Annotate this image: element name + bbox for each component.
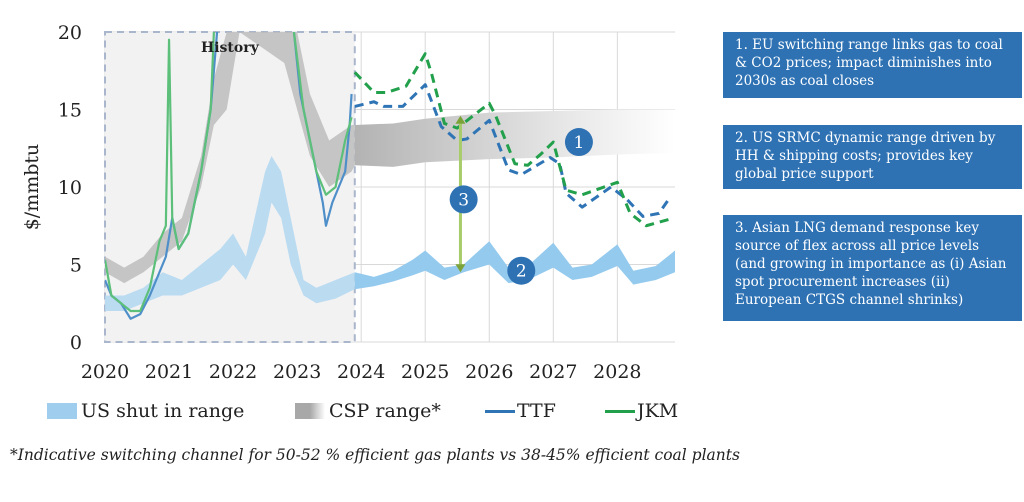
x-tick-label: 2023 (273, 361, 321, 383)
x-tick-label: 2025 (401, 361, 449, 383)
x-tick-label: 2027 (529, 361, 577, 383)
jkm-forecast-line (353, 52, 669, 228)
note-2: 2. US SRMC dynamic range driven by HH & … (723, 125, 1022, 189)
marker-3 (449, 185, 478, 214)
note-3: 3. Asian LNG demand response key source … (723, 215, 1022, 321)
y-tick-label: 0 (70, 332, 82, 354)
marker-label: 3 (458, 190, 469, 210)
note-1: 1. EU switching range links gas to coal … (723, 32, 1022, 98)
ttf-forecast-line (354, 83, 670, 218)
y-tick-label: 20 (58, 22, 82, 44)
legend-jkm: JKM (605, 400, 678, 422)
legend-shut-in: US shut in range (47, 400, 244, 422)
footnote: *Indicative switching channel for 50-52 … (10, 446, 740, 464)
us-shut-in-history-band (105, 156, 355, 311)
x-tick-label: 2021 (145, 361, 193, 383)
csp-range-history-band (105, 32, 355, 284)
history-label: History (201, 40, 260, 56)
arrow-head-down (455, 264, 466, 273)
legend: US shut in range CSP range* TTF JKM (0, 398, 720, 430)
marker-2 (507, 256, 536, 285)
ttf-history-line (105, 32, 353, 320)
x-tick-label: 2024 (337, 361, 385, 383)
legend-ttf: TTF (485, 400, 556, 422)
csp-range-forecast-band (354, 109, 675, 167)
y-tick-label: 10 (58, 177, 82, 199)
y-tick-label: 15 (58, 100, 82, 122)
y-axis-label: $/mmbtu (21, 144, 43, 231)
x-tick-label: 2022 (209, 361, 257, 383)
marker-label: 1 (574, 133, 585, 153)
marker-label: 2 (516, 262, 527, 282)
x-tick-label: 2028 (593, 361, 641, 383)
x-tick-label: 2026 (465, 361, 513, 383)
x-tick-label: 2020 (81, 361, 129, 383)
marker-1 (564, 128, 593, 157)
y-tick-label: 5 (70, 255, 82, 277)
legend-csp: CSP range* (295, 400, 441, 422)
jkm-history-line (105, 32, 353, 313)
arrow-head-up (455, 115, 466, 124)
